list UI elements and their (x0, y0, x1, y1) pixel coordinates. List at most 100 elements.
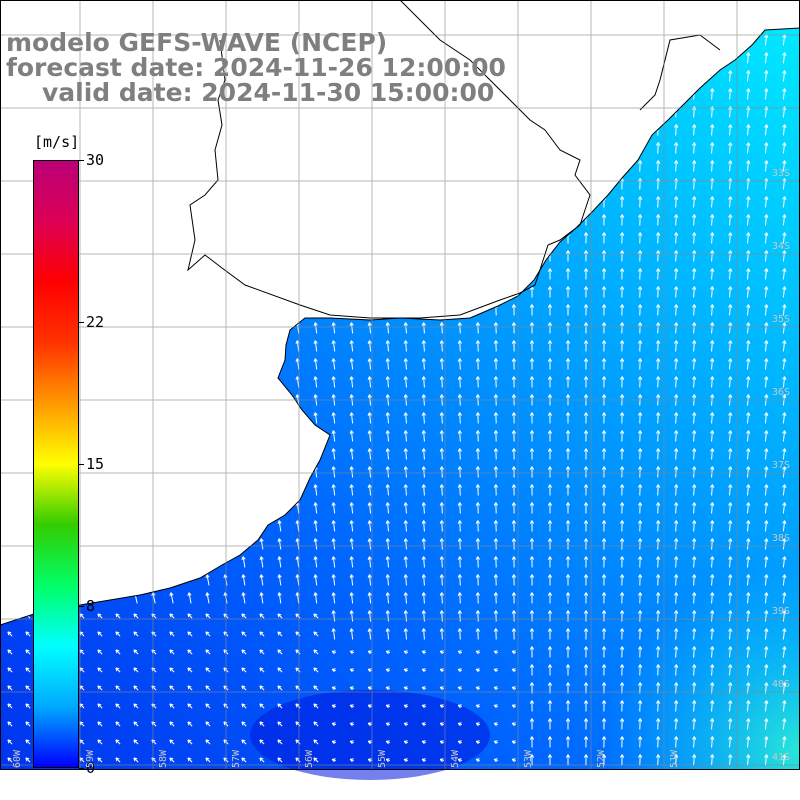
wind-arrow (782, 574, 786, 586)
wind-arrow-head (223, 649, 226, 654)
wind-arrow (441, 466, 443, 478)
wind-arrow-head (674, 214, 677, 218)
wind-arrow (459, 412, 461, 424)
wind-arrow (657, 358, 659, 370)
wind-arrow-head (25, 757, 28, 762)
wind-arrow-head (619, 520, 623, 524)
wind-arrow (675, 448, 677, 460)
wind-arrow-head (637, 340, 641, 344)
wind-arrow-head (529, 502, 533, 506)
wind-arrow-head (529, 376, 533, 380)
wind-arrow-head (331, 722, 335, 727)
wind-arrow (386, 412, 390, 424)
wind-arrow (782, 502, 786, 514)
wind-arrow-head (565, 664, 569, 668)
wind-arrow (441, 628, 443, 640)
wind-arrow (729, 538, 731, 550)
wind-arrow-head (277, 685, 280, 690)
wind-arrow-head (241, 574, 244, 579)
wind-arrow-head (601, 358, 605, 362)
wind-arrow-head (692, 592, 695, 596)
wind-arrow (368, 358, 372, 370)
wind-arrow-head (583, 502, 587, 506)
wind-arrow-head (367, 448, 370, 452)
wind-arrow-head (674, 574, 677, 578)
wind-arrow (782, 718, 786, 730)
wind-arrow-head (331, 484, 334, 488)
wind-arrow-head (547, 448, 551, 452)
wind-arrow-head (583, 466, 587, 470)
wind-arrow-head (565, 574, 569, 578)
wind-arrow-head (782, 484, 786, 488)
wind-arrow (764, 628, 768, 640)
wind-arrow (657, 448, 659, 460)
wind-arrow-head (619, 358, 623, 362)
wind-arrow-head (457, 340, 461, 344)
wind-arrow-head (637, 484, 641, 488)
wind-arrow (386, 466, 390, 478)
wind-arrow-head (421, 394, 425, 398)
wind-arrow (386, 430, 390, 442)
wind-arrow (441, 502, 443, 514)
wind-arrow (782, 556, 786, 568)
wind-arrow-head (692, 610, 695, 614)
wind-arrow-head (205, 574, 208, 579)
wind-arrow-head (764, 232, 767, 236)
wind-arrow-head (692, 358, 695, 362)
wind-arrow (368, 574, 372, 586)
wind-arrow-head (457, 592, 461, 596)
wind-arrow-head (746, 70, 749, 74)
wind-arrow-head (511, 520, 515, 524)
wind-arrow-head (764, 466, 767, 470)
wind-arrow (764, 718, 768, 730)
wind-arrow-head (475, 574, 479, 578)
wind-arrow (711, 466, 713, 478)
wind-arrow-head (782, 646, 786, 650)
wind-arrow-head (637, 358, 641, 362)
wind-arrow-head (493, 538, 497, 542)
wind-arrow (711, 718, 713, 730)
wind-arrow-head (97, 631, 100, 636)
wind-arrow-head (367, 610, 370, 614)
wind-arrow-head (439, 628, 443, 632)
wind-arrow-head (511, 358, 515, 362)
wind-arrow-head (782, 52, 786, 56)
wind-arrow-head (637, 232, 641, 236)
wind-arrow (746, 376, 750, 388)
wind-arrow-head (385, 538, 388, 542)
wind-arrow (675, 214, 677, 226)
wind-arrow-head (619, 682, 623, 686)
wind-arrow (423, 520, 425, 532)
wind-arrow-head (764, 448, 767, 452)
wind-arrow-head (656, 268, 659, 272)
wind-arrow-head (187, 613, 190, 618)
wind-arrow (386, 574, 390, 586)
wind-arrow (657, 268, 659, 280)
wind-arrow (314, 502, 318, 514)
wind-arrow-head (692, 628, 695, 632)
wind-arrow-head (674, 232, 677, 236)
wind-arrow-head (565, 268, 569, 272)
wind-arrow-head (385, 340, 388, 344)
wind-arrow (746, 502, 750, 514)
wind-arrow-head (493, 650, 497, 655)
wind-arrow-head (728, 574, 731, 578)
wind-arrow (675, 538, 677, 550)
wind-arrow (477, 412, 479, 424)
wind-arrow-head (637, 556, 641, 560)
wind-arrow-head (25, 631, 28, 636)
wind-arrow (729, 214, 731, 226)
wind-arrow (242, 592, 246, 604)
wind-arrow-head (764, 574, 767, 578)
longitude-label: 51W (669, 749, 680, 768)
wind-arrow-head (295, 538, 298, 543)
wind-arrow (675, 178, 677, 190)
wind-arrow-head (692, 502, 695, 506)
wind-arrow-head (313, 556, 316, 560)
wind-arrow-head (439, 722, 443, 727)
wind-arrow-head (710, 718, 713, 722)
wind-arrow-head (637, 250, 641, 254)
wind-arrow-head (728, 628, 731, 632)
wind-arrow-head (421, 686, 425, 691)
wind-arrow (782, 250, 786, 262)
